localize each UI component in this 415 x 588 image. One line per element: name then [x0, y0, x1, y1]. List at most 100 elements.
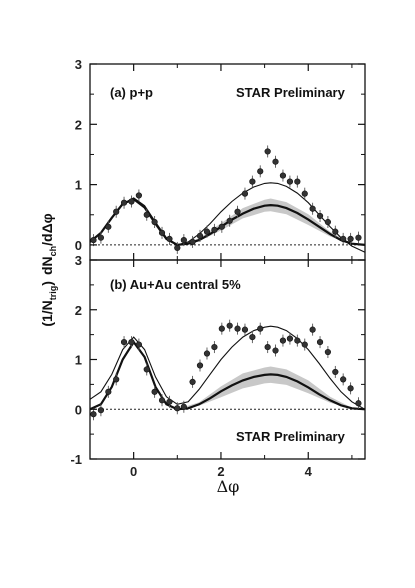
panel-b-y-tick-label: 2 [75, 303, 82, 318]
y-axis-title-sub: trig [48, 286, 58, 301]
panel-b-data-point [218, 325, 225, 332]
panel-b-data-point [189, 378, 196, 385]
panel-b-data-point [257, 325, 264, 332]
panel-a-data-point [113, 208, 120, 215]
panel-a-data-point [90, 236, 97, 244]
panel-b-data-point [120, 338, 128, 346]
panel-b-data-point [286, 335, 294, 342]
panel-b-plot: -1 0 1 2 3 0 2 4 [70, 253, 366, 479]
panel-a-data-point [294, 178, 301, 185]
panel-a-data-point [226, 217, 233, 224]
panel-b-y-tick-label: 1 [75, 353, 82, 368]
y-axis-title-dn: dN [39, 256, 55, 275]
panel-b-data-point [203, 350, 211, 357]
panel-a-data-point [279, 172, 287, 179]
panel-b-data-point [211, 343, 218, 351]
panel-b-data-point [97, 407, 105, 414]
panel-a-data-point [218, 223, 225, 230]
panel-b-data-point [143, 366, 150, 373]
panel-b-data-point [174, 405, 181, 412]
y-axis-title-dn-sub: ch [48, 246, 58, 257]
panel-b-data-point [272, 347, 279, 354]
panel-a-data-point [120, 199, 128, 206]
panel-a-data-point [301, 190, 308, 197]
panel-b-y-tick-label: 0 [75, 402, 82, 417]
panel-a-data-point [203, 228, 211, 235]
panel-a-data-point [128, 198, 135, 205]
panel-a-data-point [211, 226, 218, 233]
y-axis-title-rest: /dΔφ [39, 213, 55, 246]
panel-a-data-point [97, 234, 105, 241]
panel-b-data-point [301, 341, 308, 348]
panel-a-data-point [264, 148, 271, 155]
panel-b-label: (b) Au+Au central 5% [110, 277, 241, 292]
panel-b-x-tick-label: 4 [305, 464, 313, 479]
panel-b-data-point [180, 403, 187, 410]
panel-b-data-point [234, 325, 241, 332]
panel-a-data-point [151, 218, 158, 226]
panel-a-data-point [340, 235, 347, 242]
panel-a-data-point [174, 244, 181, 252]
panel-b-preliminary: STAR Preliminary [236, 429, 346, 444]
panel-a-y-tick-label: 0 [75, 238, 82, 253]
panel-b-data-point [355, 400, 362, 407]
panel-b-data-point [226, 322, 233, 329]
x-axis-title: Δφ [217, 477, 240, 496]
panel-b-data-point [249, 334, 256, 341]
panel-a-plot: 0 1 2 3 [75, 57, 366, 260]
panel-b-data-point [90, 411, 97, 418]
panel-a-data-point [286, 178, 294, 185]
panel-a-data-point [105, 223, 112, 230]
panel-a-data-point [234, 208, 241, 215]
panel-b-data-point [151, 388, 158, 395]
panel-a-data-point [196, 232, 204, 239]
panel-a-data-point [257, 168, 264, 175]
panel-a-data-point [332, 228, 339, 235]
panel-a-data-point [309, 205, 316, 212]
panel-a-data-point [241, 190, 249, 197]
panel-b-x-tick-label: 0 [130, 464, 137, 479]
panel-a-data-point [189, 238, 196, 246]
y-axis-title-close: ) [39, 281, 55, 286]
panel-b-y-tick-label: -1 [70, 452, 82, 467]
panel-b-x-tick-label: 2 [217, 464, 224, 479]
panel-a-data-point [272, 158, 279, 165]
panel-b-data-point [264, 343, 271, 351]
panel-a-data-point [355, 234, 362, 241]
y-axis-title-main: (1/N [39, 300, 55, 326]
panel-b-data-point [294, 337, 301, 344]
panel-a-data-point [135, 192, 142, 199]
y-axis-title: (1/Ntrig) dNch/dΔφ [39, 213, 58, 326]
panel-b-data-point [347, 385, 354, 392]
panel-b-data-point [332, 368, 339, 376]
panel-b-data-point [105, 388, 112, 395]
panel-a-data-point [324, 218, 331, 226]
panel-a-preliminary: STAR Preliminary [236, 85, 346, 100]
panel-b-data-point [309, 326, 316, 333]
panel-b-data-point [340, 376, 347, 383]
panel-a-thin-line-curve [89, 182, 366, 253]
panel-a-y-tick-label: 1 [75, 178, 82, 193]
panel-b-data-point [135, 341, 142, 348]
panel-a-data-point [166, 235, 173, 242]
panel-b-data-point [316, 338, 324, 346]
panel-b-data-point [324, 348, 331, 356]
panel-a-data-point [347, 235, 354, 242]
panel-b-data-point [241, 326, 249, 333]
panel-b-data-point [113, 376, 120, 383]
panel-b-data-point [128, 338, 135, 346]
panel-a-data-point [158, 229, 166, 236]
panel-a-data-point [180, 236, 187, 244]
panel-b-thin-line-curve [89, 325, 366, 410]
panel-b-data-point [158, 397, 166, 404]
panel-a-y-tick-label: 2 [75, 117, 82, 132]
panel-a-data-point [316, 212, 324, 220]
panel-a-data-point [249, 178, 256, 185]
panel-a-label: (a) p+p [110, 85, 153, 100]
panel-b-y-tick-label: 3 [75, 253, 82, 268]
panel-b-data-point [279, 337, 287, 344]
panel-b-data-point [196, 362, 204, 369]
panel-b-data-point [166, 398, 173, 405]
panel-a-data-point [143, 211, 150, 218]
